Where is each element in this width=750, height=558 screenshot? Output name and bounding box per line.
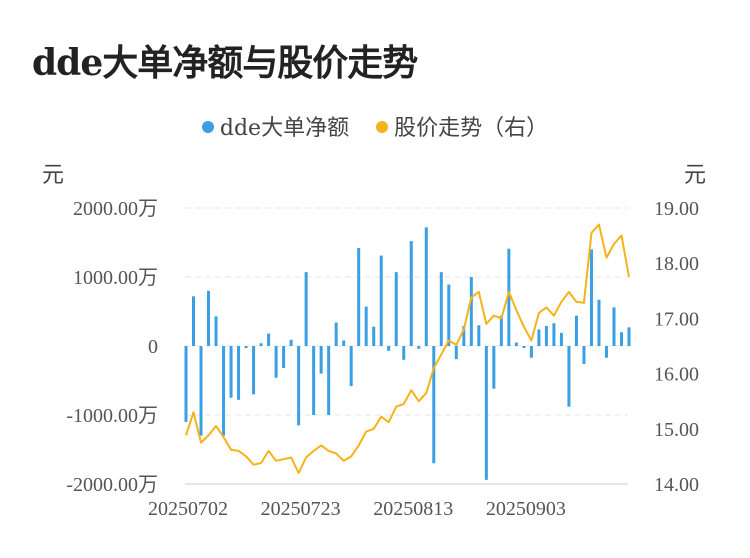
bar	[259, 343, 263, 346]
bar	[342, 340, 346, 346]
x-axis-tick-label: 20250903	[486, 498, 566, 520]
bar	[627, 327, 631, 346]
bar	[514, 342, 518, 346]
right-axis-tick-label: 16.00	[654, 364, 699, 386]
left-axis-unit: 元	[42, 163, 65, 188]
bar	[439, 272, 443, 346]
bar	[409, 241, 413, 346]
bar	[417, 346, 421, 349]
bar	[229, 346, 233, 398]
bar	[462, 325, 466, 346]
bar	[604, 346, 608, 358]
bar	[192, 296, 196, 346]
bar	[394, 272, 398, 346]
left-axis-tick-label: 0	[148, 336, 158, 358]
bar	[402, 346, 406, 360]
legend-dot-icon	[201, 121, 214, 133]
bar	[244, 346, 248, 349]
legend: dde大单净额 股价走势（右）	[0, 110, 750, 142]
right-axis-tick-label: 18.00	[654, 253, 699, 275]
legend-dot-icon	[376, 121, 389, 133]
legend-item-dde[interactable]: dde大单净额	[201, 110, 350, 142]
bar	[379, 255, 383, 346]
bar	[454, 346, 458, 360]
bar	[349, 346, 353, 387]
bar	[372, 326, 376, 346]
price-line	[185, 223, 630, 474]
bar	[492, 346, 496, 389]
bar	[477, 325, 481, 346]
bar	[559, 332, 563, 346]
bar	[507, 248, 511, 346]
bar	[297, 346, 301, 426]
right-axis-tick-label: 15.00	[654, 419, 699, 441]
legend-item-price[interactable]: 股价走势（右）	[376, 110, 548, 142]
bar	[537, 329, 541, 346]
bar	[252, 346, 256, 395]
bar	[214, 316, 218, 346]
bar	[567, 346, 571, 407]
bar	[484, 346, 488, 480]
right-axis-tick-label: 19.00	[654, 198, 699, 220]
bar	[222, 346, 226, 436]
bar	[447, 284, 451, 346]
bar	[597, 299, 601, 346]
right-axis-tick-label: 17.00	[654, 308, 699, 330]
right-axis-tick-label: 14.00	[654, 474, 699, 496]
bar	[237, 346, 241, 400]
bar	[582, 346, 586, 364]
bar	[612, 307, 616, 346]
bar	[619, 332, 623, 346]
bar	[364, 306, 368, 346]
bar	[387, 346, 391, 351]
left-axis-tick-label: 1000.00万	[73, 267, 158, 289]
x-axis-tick-label: 20250813	[373, 498, 453, 520]
bar	[312, 346, 316, 415]
bar	[184, 346, 188, 422]
bar	[574, 315, 578, 346]
left-axis-tick-label: -2000.00万	[66, 474, 158, 496]
bar	[274, 346, 278, 378]
bar	[289, 339, 293, 346]
bar	[357, 248, 361, 346]
left-axis-tick-label: -1000.00万	[66, 405, 158, 427]
bar	[304, 272, 308, 346]
bar	[499, 315, 503, 346]
left-axis-tick-label: 2000.00万	[73, 198, 158, 220]
bar	[334, 322, 338, 346]
bar	[469, 277, 473, 346]
bar	[267, 333, 271, 346]
right-axis-unit: 元	[684, 163, 707, 188]
bar	[544, 325, 548, 346]
bar	[207, 290, 211, 346]
legend-label-dde: dde大单净额	[219, 116, 350, 141]
x-axis-tick-label: 20250723	[261, 498, 341, 520]
bar	[522, 346, 526, 349]
bar	[199, 346, 203, 436]
bar	[552, 323, 556, 346]
chart-title: dde大单净额与股价走势	[32, 42, 418, 84]
bar	[589, 249, 593, 346]
bar	[424, 227, 428, 346]
x-axis-tick-label: 20250702	[148, 498, 228, 520]
bar	[432, 346, 436, 464]
bar	[282, 346, 286, 369]
bar	[319, 346, 323, 374]
bar	[529, 346, 533, 358]
bar	[327, 346, 331, 415]
legend-label-price: 股价走势（右）	[394, 116, 549, 141]
